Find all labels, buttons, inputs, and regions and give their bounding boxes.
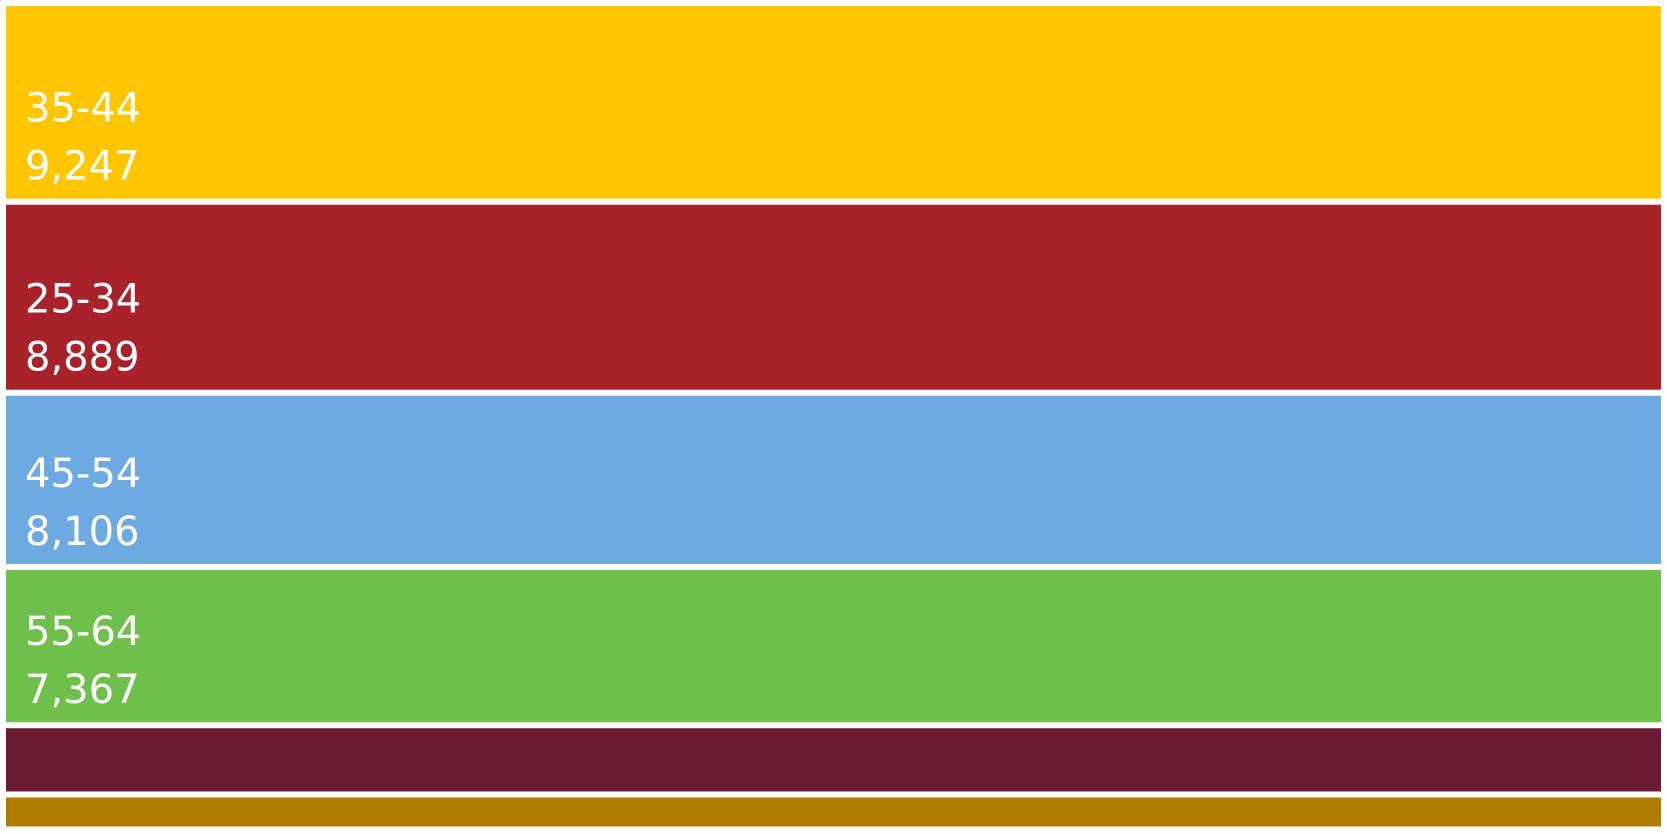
tile-value: 8,889 [25,335,140,381]
tile-value: 8,106 [25,509,140,555]
tile-value: 7,367 [25,667,140,713]
tile-value: 9,247 [25,144,140,190]
tile [6,569,1661,723]
tile-label: 25-34 [25,277,141,323]
tile-label: 45-54 [25,451,141,497]
tile [6,204,1661,390]
tile [6,797,1661,827]
tile [6,6,1661,199]
tile [6,395,1661,564]
tile [6,728,1661,792]
tile-label: 55-64 [25,609,141,655]
tile-label: 35-44 [25,86,141,132]
